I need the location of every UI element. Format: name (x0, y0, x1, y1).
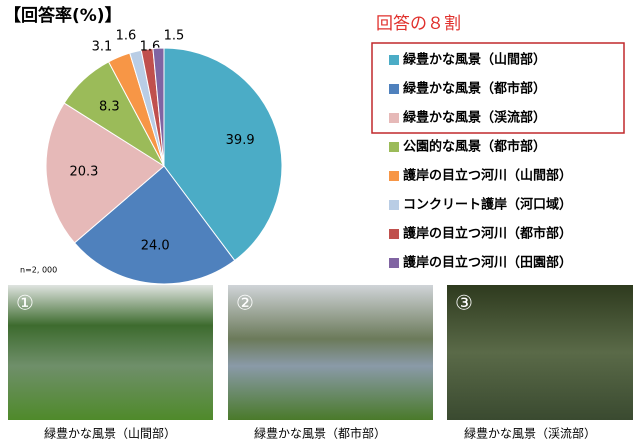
legend-label: 護岸の目立つ河川（田園部） (403, 255, 572, 271)
legend-label: 護岸の目立つ河川（山間部） (403, 168, 572, 184)
note: n=2, 000 (20, 266, 57, 275)
legend-label: 公園的な風景（都市部） (403, 139, 546, 155)
highlight-title: 回答の８割 (376, 14, 461, 34)
photo (228, 285, 433, 420)
legend-label: 緑豊かな風景（山間部） (403, 52, 546, 68)
data-label: 24.0 (141, 238, 170, 253)
legend-swatch (389, 55, 399, 65)
legend-swatch (389, 84, 399, 94)
legend-label: コンクリート護岸（河口域） (403, 197, 572, 213)
legend-swatch (389, 229, 399, 239)
data-label: 1.6 (116, 29, 137, 44)
page: 【回答率(%)】 n=2, 000 回答の８割 39.9 緑豊かな風景（山間部） 2… (0, 0, 633, 443)
photo-caption: 緑豊かな風景（都市部） (254, 426, 386, 441)
legend-label: 緑豊かな風景（都市部） (403, 81, 546, 97)
legend-swatch (389, 200, 399, 210)
photos (8, 285, 633, 420)
photo-caption: 緑豊かな風景（渓流部） (464, 426, 596, 441)
chart-title: 【回答率(%)】 (4, 5, 122, 26)
photo-number: ① (16, 291, 34, 315)
data-label: 20.3 (70, 164, 99, 179)
legend-swatch (389, 113, 399, 123)
legend-swatch (389, 258, 399, 268)
legend-label: 緑豊かな風景（渓流部） (403, 110, 546, 126)
photo-number: ② (236, 291, 254, 315)
photo-number: ③ (455, 291, 473, 315)
legend-swatch (389, 171, 399, 181)
data-label: 3.1 (92, 40, 113, 55)
photo-caption: 緑豊かな風景（山間部） (44, 426, 176, 441)
legend-swatch (389, 142, 399, 152)
data-label: 1.5 (164, 29, 185, 44)
legend-label: 護岸の目立つ河川（都市部） (403, 226, 572, 242)
data-label: 8.3 (99, 100, 120, 115)
photo (8, 285, 213, 420)
data-label: 39.9 (226, 133, 255, 148)
photo (447, 285, 633, 420)
